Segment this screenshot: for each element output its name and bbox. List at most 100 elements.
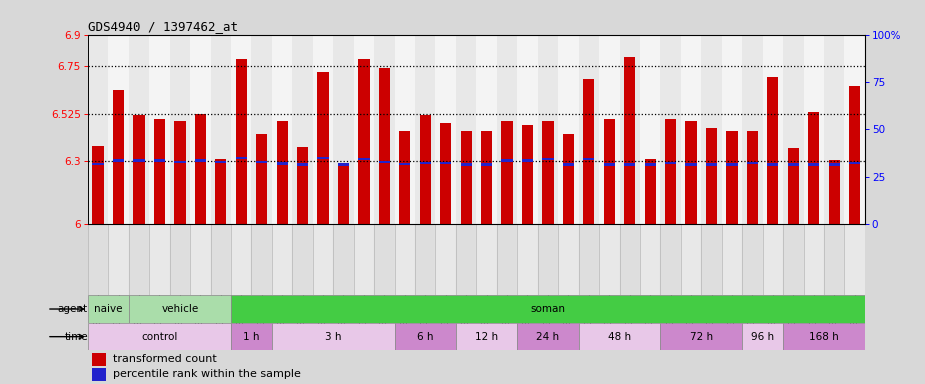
Bar bbox=[272, 35, 292, 224]
Bar bbox=[358, 59, 369, 224]
Bar bbox=[174, 161, 186, 163]
Bar bbox=[292, 35, 313, 224]
Text: 12 h: 12 h bbox=[475, 332, 499, 342]
Bar bbox=[804, 35, 824, 224]
Bar bbox=[685, 164, 697, 166]
Bar bbox=[845, 224, 865, 295]
Bar bbox=[497, 224, 517, 295]
Bar bbox=[583, 79, 595, 224]
Bar bbox=[231, 295, 865, 323]
Bar bbox=[297, 147, 308, 224]
Bar bbox=[501, 121, 512, 224]
Bar bbox=[624, 164, 635, 166]
Bar bbox=[297, 164, 308, 166]
Bar bbox=[624, 57, 635, 224]
Bar bbox=[256, 161, 267, 164]
Bar bbox=[211, 224, 231, 295]
Bar bbox=[374, 35, 395, 224]
Bar bbox=[129, 224, 149, 295]
Bar bbox=[338, 164, 349, 166]
Bar bbox=[849, 86, 860, 224]
Bar bbox=[236, 59, 247, 224]
Text: agent: agent bbox=[57, 304, 88, 314]
Bar bbox=[231, 224, 252, 295]
Bar bbox=[113, 159, 124, 162]
Text: transformed count: transformed count bbox=[113, 354, 216, 364]
Bar bbox=[133, 159, 144, 162]
Bar bbox=[88, 35, 108, 224]
Bar bbox=[804, 224, 824, 295]
Bar bbox=[456, 35, 476, 224]
Bar bbox=[604, 119, 615, 224]
Bar bbox=[317, 73, 328, 224]
Text: 6 h: 6 h bbox=[417, 332, 434, 342]
Bar bbox=[169, 35, 191, 224]
Bar bbox=[481, 164, 492, 166]
Bar bbox=[149, 224, 169, 295]
Bar bbox=[517, 224, 537, 295]
Bar bbox=[400, 131, 411, 224]
Bar bbox=[665, 119, 676, 224]
Text: 72 h: 72 h bbox=[690, 332, 713, 342]
Bar bbox=[440, 162, 451, 164]
Bar bbox=[660, 323, 742, 351]
Text: soman: soman bbox=[530, 304, 565, 314]
Bar bbox=[501, 159, 512, 162]
Bar bbox=[358, 158, 369, 160]
Bar bbox=[174, 121, 186, 224]
Bar bbox=[722, 224, 742, 295]
Bar bbox=[88, 323, 231, 351]
Bar bbox=[762, 35, 783, 224]
Bar bbox=[272, 323, 395, 351]
Bar bbox=[706, 128, 717, 224]
Bar bbox=[579, 35, 599, 224]
Bar bbox=[706, 164, 717, 166]
Bar bbox=[681, 224, 701, 295]
Bar bbox=[353, 224, 374, 295]
Bar bbox=[537, 35, 558, 224]
Bar bbox=[783, 224, 804, 295]
Bar bbox=[681, 35, 701, 224]
Bar bbox=[620, 35, 640, 224]
Bar bbox=[537, 224, 558, 295]
Bar bbox=[808, 164, 820, 166]
Bar bbox=[395, 323, 456, 351]
Bar bbox=[701, 35, 722, 224]
Bar bbox=[783, 323, 865, 351]
Bar bbox=[108, 35, 129, 224]
Bar bbox=[231, 323, 272, 351]
Bar bbox=[788, 164, 799, 166]
Text: naive: naive bbox=[94, 304, 123, 314]
Bar bbox=[788, 148, 799, 224]
Bar bbox=[461, 131, 472, 224]
Bar bbox=[481, 131, 492, 224]
Bar bbox=[701, 224, 722, 295]
Bar bbox=[461, 164, 472, 166]
Bar bbox=[517, 35, 537, 224]
Bar bbox=[333, 224, 353, 295]
Bar bbox=[154, 119, 165, 224]
Bar bbox=[599, 224, 620, 295]
Bar bbox=[558, 224, 579, 295]
Bar bbox=[338, 164, 349, 224]
Text: 168 h: 168 h bbox=[809, 332, 839, 342]
Bar bbox=[665, 162, 676, 164]
Bar bbox=[277, 121, 288, 224]
Bar bbox=[272, 224, 292, 295]
Bar bbox=[456, 224, 476, 295]
Bar bbox=[476, 224, 497, 295]
Bar bbox=[829, 164, 840, 166]
Bar bbox=[746, 131, 758, 224]
Bar bbox=[236, 157, 247, 159]
Bar bbox=[415, 224, 436, 295]
Bar bbox=[154, 159, 165, 162]
Bar bbox=[374, 224, 395, 295]
Bar bbox=[88, 224, 108, 295]
Bar bbox=[640, 224, 660, 295]
Bar bbox=[762, 224, 783, 295]
Bar bbox=[476, 35, 497, 224]
Bar bbox=[620, 224, 640, 295]
Bar bbox=[317, 157, 328, 159]
Bar bbox=[722, 35, 742, 224]
Bar bbox=[194, 114, 206, 224]
